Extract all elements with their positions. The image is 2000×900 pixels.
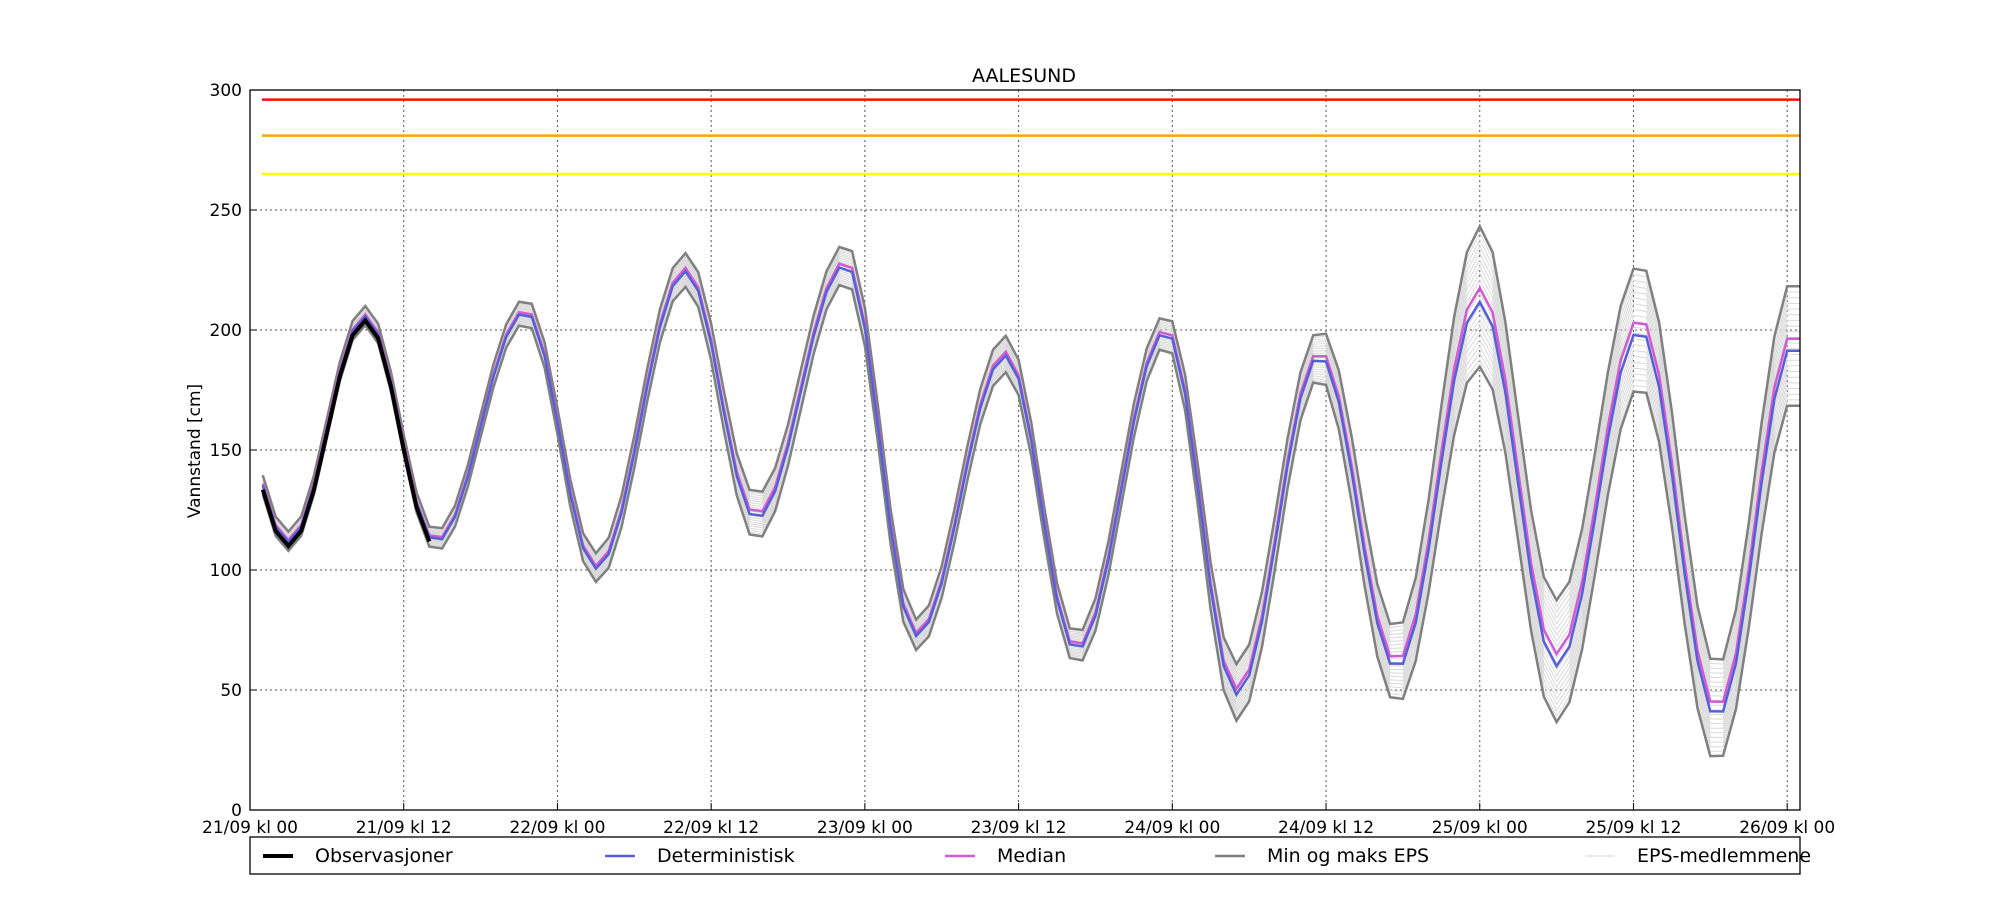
x-tick-label: 22/09 kl 00: [509, 818, 605, 838]
eps-member-line: [262, 280, 1800, 748]
x-tick-label: 26/09 kl 00: [1739, 818, 1835, 838]
legend-label: Min og maks EPS: [1267, 845, 1429, 867]
x-tick-label: 25/09 kl 12: [1585, 818, 1681, 838]
x-tick-label: 25/09 kl 00: [1432, 818, 1528, 838]
eps-member-line: [262, 275, 1800, 734]
x-tick-label: 24/09 kl 12: [1278, 818, 1374, 838]
grid: [250, 90, 1800, 810]
legend-frame: [249, 836, 1801, 875]
chart-title: AALESUND: [972, 65, 1076, 87]
eps-member-line: [262, 282, 1800, 752]
legend-label: Observasjoner: [315, 845, 453, 867]
x-tick-label: 23/09 kl 00: [817, 818, 913, 838]
y-axis-label: Vannstand [cm]: [185, 384, 205, 518]
y-tick-label: 0: [231, 801, 242, 821]
x-tick-label: 21/09 kl 12: [356, 818, 452, 838]
y-tick-label: 50: [220, 681, 242, 701]
legend-label: Median: [997, 845, 1066, 867]
y-tick-label: 100: [210, 561, 242, 581]
y-tick-label: 300: [210, 81, 242, 101]
y-tick-label: 200: [210, 321, 242, 341]
legend-label: EPS-medlemmene: [1637, 845, 1811, 867]
y-tick-label: 250: [210, 201, 242, 221]
x-tick-label: 24/09 kl 00: [1124, 818, 1220, 838]
median-line: [261, 262, 1800, 704]
legend: Observasjoner Deterministisk Median Min og …: [249, 836, 1811, 875]
x-tick-label: 23/09 kl 12: [971, 818, 1067, 838]
x-tick-label: 22/09 kl 12: [663, 818, 759, 838]
eps-member-line: [262, 269, 1800, 720]
x-ticks: 21/09 kl 00 21/09 kl 12 22/09 kl 00 22/09 k…: [202, 803, 1835, 838]
eps-member-line: [262, 255, 1800, 683]
legend-label: Deterministisk: [657, 845, 795, 867]
eps-max-line: [261, 223, 1800, 667]
threshold-lines: [262, 98, 1800, 176]
series-layer: [260, 223, 1800, 758]
eps-member-line: [262, 264, 1800, 706]
deterministic-line: [261, 265, 1800, 713]
eps-min-line: [261, 283, 1800, 758]
y-tick-label: 150: [210, 441, 242, 461]
observed-line: [260, 317, 432, 550]
y-ticks: 0 50 100 150 200 250 300: [210, 81, 257, 821]
x-tick-label: 21/09 kl 00: [202, 818, 298, 838]
